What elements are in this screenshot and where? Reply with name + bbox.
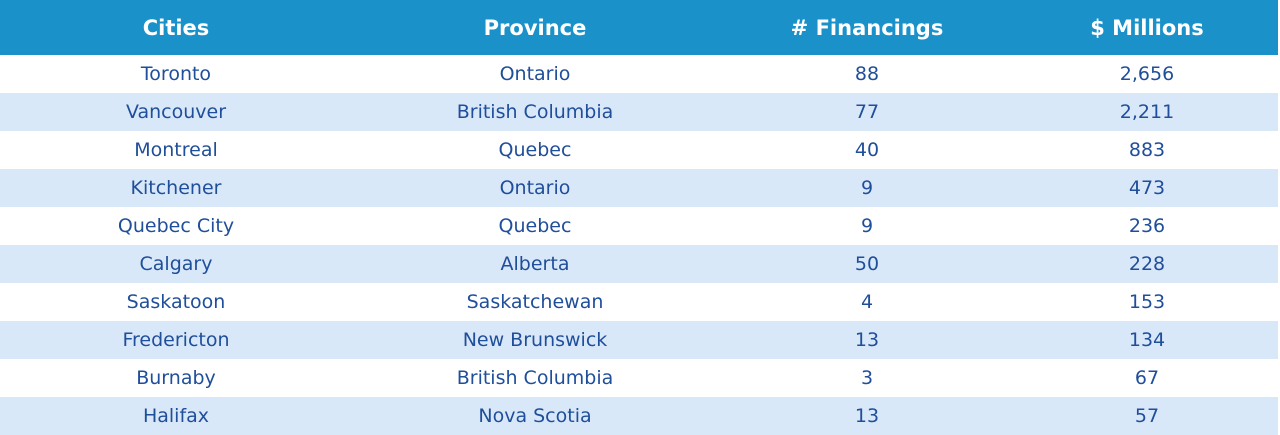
header-cell: $ Millions: [1016, 0, 1278, 55]
table-cell: 77: [718, 93, 1016, 131]
table-cell: 57: [1016, 397, 1278, 435]
table-cell: Alberta: [352, 245, 718, 283]
table-cell: 4: [860, 291, 874, 313]
table-cell: Fredericton: [0, 321, 352, 359]
table-cell: 13: [718, 397, 1016, 435]
table-row: Saskatoon Saskatchewan 4 153: [0, 283, 1278, 321]
header-row: Cities Province # Financings $ Millions: [0, 0, 1278, 55]
table-cell: Quebec City: [117, 215, 235, 237]
table-header: Cities Province # Financings $ Millions: [0, 0, 1278, 55]
header-cell: # Financings: [718, 0, 1016, 55]
table-row: Halifax Nova Scotia 13 57: [0, 397, 1278, 435]
table-cell: 2,211: [1016, 93, 1278, 131]
table-cell: Halifax: [0, 397, 352, 435]
table-row: Fredericton New Brunswick 13 134: [0, 321, 1278, 359]
table-cell: 88: [854, 63, 880, 85]
table-row: Vancouver British Columbia 77 2,211: [0, 93, 1278, 131]
table-cell: British Columbia: [456, 367, 614, 389]
header-cell: Province: [352, 0, 718, 55]
table-cell: Ontario: [499, 63, 571, 85]
table-cell: 40: [854, 139, 880, 161]
table-cell: 3: [860, 367, 874, 389]
table-cell: 67: [1134, 367, 1160, 389]
table-row: Montreal Quebec 40 883: [0, 131, 1278, 169]
table-row: Quebec City Quebec 9 236: [0, 207, 1278, 245]
table-cell: Vancouver: [0, 93, 352, 131]
table-cell: British Columbia: [352, 93, 718, 131]
table-cell: 473: [1016, 169, 1278, 207]
table-cell: 236: [1128, 215, 1166, 237]
table-cell: Kitchener: [0, 169, 352, 207]
table-cell: Burnaby: [136, 367, 216, 389]
table-row: Calgary Alberta 50 228: [0, 245, 1278, 283]
table-cell: New Brunswick: [352, 321, 718, 359]
table-cell: Ontario: [352, 169, 718, 207]
table-cell: 9: [718, 169, 1016, 207]
table-body: Toronto Ontario 88 2,656 Vancouver British Co…: [0, 55, 1278, 435]
table-cell: 228: [1016, 245, 1278, 283]
table-cell: Toronto: [140, 63, 212, 85]
table-cell: Calgary: [0, 245, 352, 283]
table-cell: Nova Scotia: [352, 397, 718, 435]
table-cell: 9: [860, 215, 874, 237]
table-cell: 50: [718, 245, 1016, 283]
table-cell: 883: [1128, 139, 1166, 161]
header-cell: Cities: [0, 0, 352, 55]
table-cell: Saskatchewan: [466, 291, 604, 313]
table-cell: 2,656: [1119, 63, 1175, 85]
table-cell: 13: [718, 321, 1016, 359]
table-row: Burnaby British Columbia 3 67: [0, 359, 1278, 397]
table-row: Toronto Ontario 88 2,656: [0, 55, 1278, 93]
table-cell: 134: [1016, 321, 1278, 359]
table-cell: Quebec: [498, 139, 572, 161]
table-row: Kitchener Ontario 9 473: [0, 169, 1278, 207]
table-cell: Quebec: [498, 215, 572, 237]
table-cell: 153: [1128, 291, 1166, 313]
table-cell: Saskatoon: [126, 291, 226, 313]
table-cell: Montreal: [134, 139, 218, 161]
